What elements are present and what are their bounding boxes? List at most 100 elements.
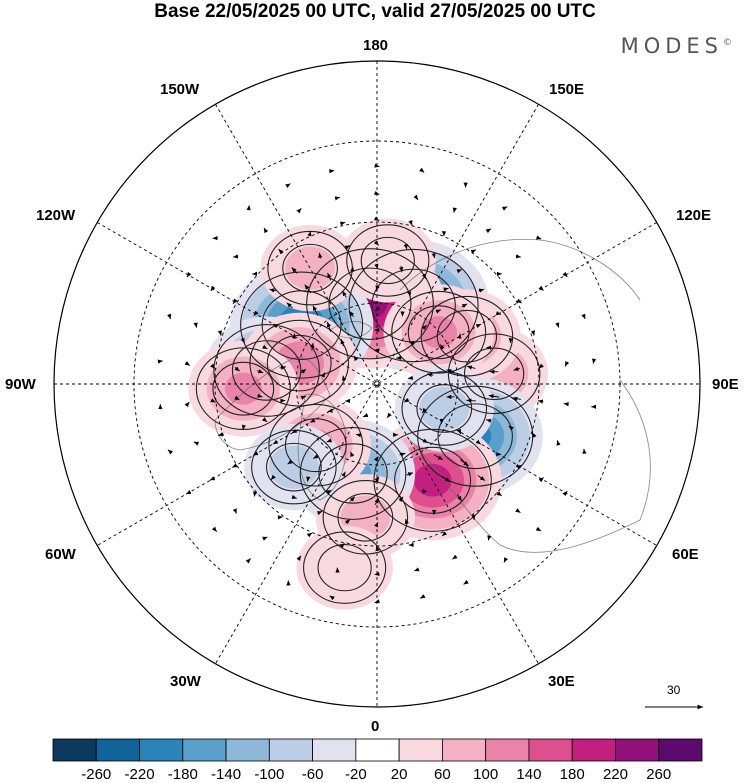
wind-vector (564, 361, 570, 367)
wind-vector (193, 322, 198, 328)
wind-vector (344, 519, 351, 525)
streamline-ring (463, 347, 525, 401)
wind-vector (419, 594, 426, 599)
wind-vector (538, 477, 544, 483)
wind-vector (304, 284, 312, 294)
wind-vector (291, 494, 297, 500)
wind-vector (362, 413, 369, 418)
streamline-ring (322, 480, 409, 555)
siberia-coast-outline (399, 238, 641, 301)
wind-vector (184, 361, 191, 366)
wind-vector (496, 491, 503, 497)
colorbar-tick: -180 (167, 766, 198, 783)
lon-label-30w: 30W (170, 673, 201, 690)
streamline-ring (346, 224, 430, 297)
streamline-ring (373, 428, 492, 532)
map-background (54, 61, 700, 707)
streamline-ring (266, 334, 332, 392)
latitude-circle-50n (214, 221, 540, 547)
wind-vector (398, 496, 404, 502)
wind-vector (403, 243, 408, 250)
lon-label-0: 0 (371, 718, 380, 735)
streamline-ring (416, 384, 473, 433)
wind-vector (426, 372, 434, 378)
wind-vector (287, 459, 293, 465)
wind-vector (431, 252, 436, 259)
colorbar-tick: -260 (81, 766, 112, 783)
lon-label-120e: 120E (676, 207, 712, 224)
wind-vector (193, 441, 200, 446)
wind-vector (341, 290, 347, 298)
streamline-ring (360, 236, 415, 285)
wind-vector (296, 555, 302, 561)
wind-vector (537, 399, 544, 404)
streamline-ring (268, 403, 364, 487)
wind-vector (452, 554, 458, 560)
streamline-ring (407, 305, 470, 360)
lon-label-90w: 90W (5, 376, 36, 393)
wind-vector (407, 291, 412, 297)
wind-vector (433, 454, 444, 461)
streamline-ring (317, 544, 372, 592)
wind-vector (167, 449, 173, 455)
anomaly-level (285, 246, 335, 290)
streamline-ring (391, 290, 487, 374)
colorbar-tick: -220 (124, 766, 155, 783)
wind-vector (452, 207, 457, 213)
wind-vector (471, 514, 476, 521)
wind-vector (478, 288, 485, 293)
wind-vector (399, 265, 404, 273)
colorbar-tick: 220 (602, 766, 628, 783)
wind-vector (421, 324, 428, 331)
wind-vector (318, 252, 323, 259)
wind-vector (306, 532, 313, 538)
wind-vector (326, 438, 333, 443)
colorbar-segment (528, 738, 573, 762)
lon-label-60w: 60W (45, 546, 76, 563)
wind-vector (488, 394, 500, 399)
colorbar-tick: 180 (559, 766, 585, 783)
wind-vector (581, 313, 586, 320)
wind-vector (316, 510, 323, 516)
wind-vector (459, 459, 469, 467)
colorbar-tick: -140 (211, 766, 242, 783)
wind-vector (421, 438, 429, 444)
colorbar-tick: -60 (301, 766, 324, 783)
wind-vector (486, 418, 492, 423)
streamline-ring (213, 323, 320, 417)
wind-vector (329, 169, 335, 174)
wind-vector (167, 313, 172, 320)
streamline-ring (318, 443, 388, 504)
modes-logo-text: MODES (620, 34, 723, 58)
lon-label-150w: 150W (160, 81, 200, 98)
wind-vector (374, 476, 380, 483)
streamline-ring (437, 403, 513, 470)
wind-vector (210, 363, 216, 369)
wind-vector (217, 432, 224, 437)
wind-vector (515, 508, 521, 514)
streamline-ring (436, 309, 498, 363)
wind-vector (508, 425, 514, 431)
wind-vectors (157, 163, 597, 604)
wind-vector (326, 321, 332, 332)
wind-vector (327, 272, 332, 281)
wind-vector (592, 358, 597, 364)
wind-vector (334, 196, 340, 201)
lon-label-120w: 120W (36, 207, 76, 224)
colorbar-tick: 140 (516, 766, 542, 783)
wind-vector (320, 372, 326, 378)
wind-vector (286, 302, 293, 309)
wind-vector (374, 571, 380, 577)
wind-vector (263, 227, 269, 234)
wind-vector (531, 432, 537, 438)
lon-label-60e: 60E (672, 546, 699, 563)
wind-vector (261, 417, 268, 423)
wind-vector (353, 355, 359, 362)
wind-vector (487, 535, 492, 541)
streamline-ring (447, 333, 541, 415)
anomaly-centre-16 (339, 218, 437, 303)
wind-vector (538, 363, 544, 369)
colorbar-segment (398, 738, 443, 762)
streamline-ring (328, 267, 412, 340)
